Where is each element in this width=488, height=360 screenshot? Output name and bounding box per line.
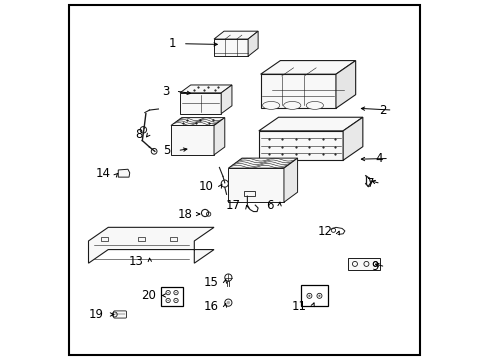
Text: 19: 19 (89, 308, 104, 321)
Bar (260, 74, 335, 108)
Text: 11: 11 (290, 300, 305, 313)
Bar (228, 168, 284, 202)
Text: 5: 5 (163, 144, 171, 157)
Text: 17: 17 (225, 199, 240, 212)
Bar (214, 39, 247, 56)
Text: 18: 18 (177, 208, 192, 221)
Bar (244, 191, 255, 196)
Ellipse shape (305, 102, 323, 109)
Polygon shape (118, 169, 129, 177)
Polygon shape (221, 85, 231, 114)
Polygon shape (258, 117, 362, 131)
Text: 15: 15 (203, 276, 218, 289)
Polygon shape (180, 85, 231, 93)
Ellipse shape (283, 102, 300, 109)
Circle shape (175, 300, 176, 301)
Text: 8: 8 (135, 127, 142, 141)
Text: 1: 1 (168, 37, 176, 50)
Text: 2: 2 (378, 104, 386, 117)
Text: 7: 7 (366, 177, 373, 190)
Bar (258, 131, 343, 160)
Circle shape (308, 295, 310, 297)
Circle shape (175, 292, 176, 293)
Polygon shape (343, 117, 362, 160)
Bar (171, 126, 214, 155)
Text: 9: 9 (371, 260, 378, 273)
Circle shape (167, 300, 168, 301)
Text: 6: 6 (265, 199, 273, 212)
Text: 10: 10 (199, 180, 214, 193)
Circle shape (318, 295, 320, 297)
Text: 3: 3 (162, 85, 169, 98)
Bar (180, 93, 221, 114)
Bar (169, 237, 176, 241)
Polygon shape (214, 31, 258, 39)
Bar (161, 287, 183, 306)
Ellipse shape (262, 102, 279, 109)
Polygon shape (260, 60, 355, 74)
Text: 12: 12 (317, 225, 332, 238)
Bar (138, 237, 144, 241)
Polygon shape (284, 158, 297, 202)
Text: 13: 13 (128, 255, 143, 268)
Circle shape (226, 301, 230, 305)
Bar (101, 237, 108, 241)
FancyBboxPatch shape (113, 311, 126, 318)
Polygon shape (88, 227, 214, 263)
Bar (301, 285, 327, 306)
Polygon shape (247, 31, 258, 56)
Text: 16: 16 (203, 300, 218, 313)
Bar (348, 258, 379, 270)
Polygon shape (335, 60, 355, 108)
Polygon shape (171, 118, 224, 126)
Text: 4: 4 (374, 152, 382, 165)
Text: 14: 14 (96, 167, 111, 180)
Text: 20: 20 (141, 289, 155, 302)
Polygon shape (214, 118, 224, 155)
Polygon shape (228, 158, 297, 168)
Circle shape (167, 292, 168, 293)
